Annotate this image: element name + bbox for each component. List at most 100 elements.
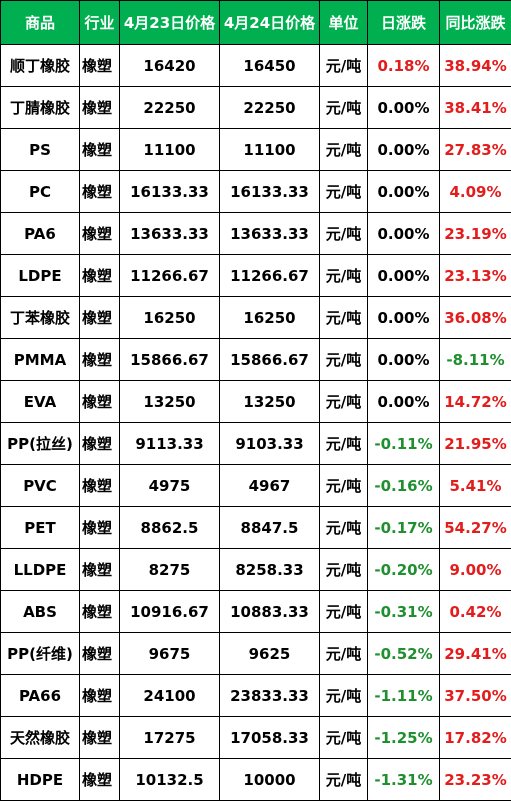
table-row: ABS 橡塑 10916.67 10883.33 元/吨 -0.31% 0.42% xyxy=(0,590,511,633)
cell-product: 丁苯橡胶 xyxy=(0,296,80,339)
table-row: EVA 橡塑 13250 13250 元/吨 0.00% 14.72% xyxy=(0,380,511,423)
cell-price-apr23: 16133.33 xyxy=(119,170,220,213)
cell-product: PMMA xyxy=(0,338,80,381)
cell-price-apr24: 23833.33 xyxy=(219,674,320,717)
cell-product: 顺丁橡胶 xyxy=(0,44,80,87)
cell-price-apr24: 8258.33 xyxy=(219,548,320,591)
header-price-apr24: 4月24日价格 xyxy=(219,0,320,45)
cell-product: PP(拉丝) xyxy=(0,422,80,465)
cell-industry: 橡塑 xyxy=(79,674,120,717)
cell-daily-change: -0.31% xyxy=(367,590,440,633)
cell-price-apr23: 11100 xyxy=(119,128,220,171)
cell-price-apr24: 13250 xyxy=(219,380,320,423)
table-row: PMMA 橡塑 15866.67 15866.67 元/吨 0.00% -8.11% xyxy=(0,338,511,381)
cell-industry: 橡塑 xyxy=(79,212,120,255)
cell-unit: 元/吨 xyxy=(319,212,368,255)
cell-daily-change: 0.18% xyxy=(367,44,440,87)
cell-daily-change: -0.20% xyxy=(367,548,440,591)
cell-yoy-change: 21.95% xyxy=(439,422,511,465)
cell-unit: 元/吨 xyxy=(319,506,368,549)
cell-yoy-change: 36.08% xyxy=(439,296,511,339)
table-row: LLDPE 橡塑 8275 8258.33 元/吨 -0.20% 9.00% xyxy=(0,548,511,591)
table-row: 顺丁橡胶 橡塑 16420 16450 元/吨 0.18% 38.94% xyxy=(0,44,511,87)
header-price-apr23: 4月23日价格 xyxy=(119,0,220,45)
header-daily-change: 日涨跌 xyxy=(367,0,440,45)
cell-price-apr23: 9675 xyxy=(119,632,220,675)
cell-yoy-change: 9.00% xyxy=(439,548,511,591)
cell-price-apr23: 4975 xyxy=(119,464,220,507)
cell-industry: 橡塑 xyxy=(79,716,120,759)
cell-yoy-change: 38.41% xyxy=(439,86,511,129)
cell-yoy-change: 0.42% xyxy=(439,590,511,633)
cell-price-apr23: 15866.67 xyxy=(119,338,220,381)
cell-price-apr23: 13250 xyxy=(119,380,220,423)
cell-industry: 橡塑 xyxy=(79,590,120,633)
cell-daily-change: 0.00% xyxy=(367,338,440,381)
cell-yoy-change: 37.50% xyxy=(439,674,511,717)
cell-unit: 元/吨 xyxy=(319,296,368,339)
cell-product: PS xyxy=(0,128,80,171)
cell-unit: 元/吨 xyxy=(319,128,368,171)
cell-daily-change: 0.00% xyxy=(367,296,440,339)
cell-price-apr23: 11266.67 xyxy=(119,254,220,297)
cell-yoy-change: 54.27% xyxy=(439,506,511,549)
table-row: 天然橡胶 橡塑 17275 17058.33 元/吨 -1.25% 17.82% xyxy=(0,716,511,759)
cell-daily-change: -1.31% xyxy=(367,758,440,801)
cell-industry: 橡塑 xyxy=(79,422,120,465)
cell-price-apr24: 9625 xyxy=(219,632,320,675)
cell-daily-change: 0.00% xyxy=(367,128,440,171)
cell-product: PA6 xyxy=(0,212,80,255)
cell-price-apr24: 13633.33 xyxy=(219,212,320,255)
cell-unit: 元/吨 xyxy=(319,86,368,129)
cell-daily-change: -0.52% xyxy=(367,632,440,675)
cell-industry: 橡塑 xyxy=(79,86,120,129)
table-row: PS 橡塑 11100 11100 元/吨 0.00% 27.83% xyxy=(0,128,511,171)
cell-price-apr23: 8275 xyxy=(119,548,220,591)
cell-product: ABS xyxy=(0,590,80,633)
cell-yoy-change: 23.23% xyxy=(439,758,511,801)
cell-yoy-change: 23.19% xyxy=(439,212,511,255)
cell-price-apr23: 8862.5 xyxy=(119,506,220,549)
cell-price-apr24: 11100 xyxy=(219,128,320,171)
cell-product: EVA xyxy=(0,380,80,423)
cell-yoy-change: 27.83% xyxy=(439,128,511,171)
cell-product: PA66 xyxy=(0,674,80,717)
cell-yoy-change: 5.41% xyxy=(439,464,511,507)
table-row: LDPE 橡塑 11266.67 11266.67 元/吨 0.00% 23.13% xyxy=(0,254,511,297)
cell-price-apr23: 13633.33 xyxy=(119,212,220,255)
cell-yoy-change: 14.72% xyxy=(439,380,511,423)
cell-price-apr24: 16250 xyxy=(219,296,320,339)
cell-price-apr24: 11266.67 xyxy=(219,254,320,297)
cell-price-apr23: 24100 xyxy=(119,674,220,717)
cell-daily-change: -1.25% xyxy=(367,716,440,759)
cell-yoy-change: 29.41% xyxy=(439,632,511,675)
table-row: 丁苯橡胶 橡塑 16250 16250 元/吨 0.00% 36.08% xyxy=(0,296,511,339)
table-row: PP(拉丝) 橡塑 9113.33 9103.33 元/吨 -0.11% 21.95% xyxy=(0,422,511,465)
cell-industry: 橡塑 xyxy=(79,128,120,171)
cell-product: 天然橡胶 xyxy=(0,716,80,759)
cell-price-apr24: 15866.67 xyxy=(219,338,320,381)
cell-yoy-change: 38.94% xyxy=(439,44,511,87)
cell-product: PC xyxy=(0,170,80,213)
table-row: PA6 橡塑 13633.33 13633.33 元/吨 0.00% 23.19% xyxy=(0,212,511,255)
cell-price-apr23: 10132.5 xyxy=(119,758,220,801)
table-row: PA66 橡塑 24100 23833.33 元/吨 -1.11% 37.50% xyxy=(0,674,511,717)
cell-product: 丁腈橡胶 xyxy=(0,86,80,129)
cell-industry: 橡塑 xyxy=(79,548,120,591)
cell-industry: 橡塑 xyxy=(79,338,120,381)
cell-daily-change: 0.00% xyxy=(367,254,440,297)
cell-price-apr24: 17058.33 xyxy=(219,716,320,759)
cell-price-apr23: 9113.33 xyxy=(119,422,220,465)
cell-price-apr23: 22250 xyxy=(119,86,220,129)
cell-price-apr24: 22250 xyxy=(219,86,320,129)
table-row: PVC 橡塑 4975 4967 元/吨 -0.16% 5.41% xyxy=(0,464,511,507)
cell-unit: 元/吨 xyxy=(319,422,368,465)
cell-industry: 橡塑 xyxy=(79,632,120,675)
cell-price-apr24: 8847.5 xyxy=(219,506,320,549)
cell-daily-change: -0.17% xyxy=(367,506,440,549)
table-body: 顺丁橡胶 橡塑 16420 16450 元/吨 0.18% 38.94% 丁腈橡胶 橡塑 2225… xyxy=(0,44,511,801)
cell-industry: 橡塑 xyxy=(79,44,120,87)
cell-industry: 橡塑 xyxy=(79,758,120,801)
cell-product: LLDPE xyxy=(0,548,80,591)
cell-daily-change: -0.11% xyxy=(367,422,440,465)
